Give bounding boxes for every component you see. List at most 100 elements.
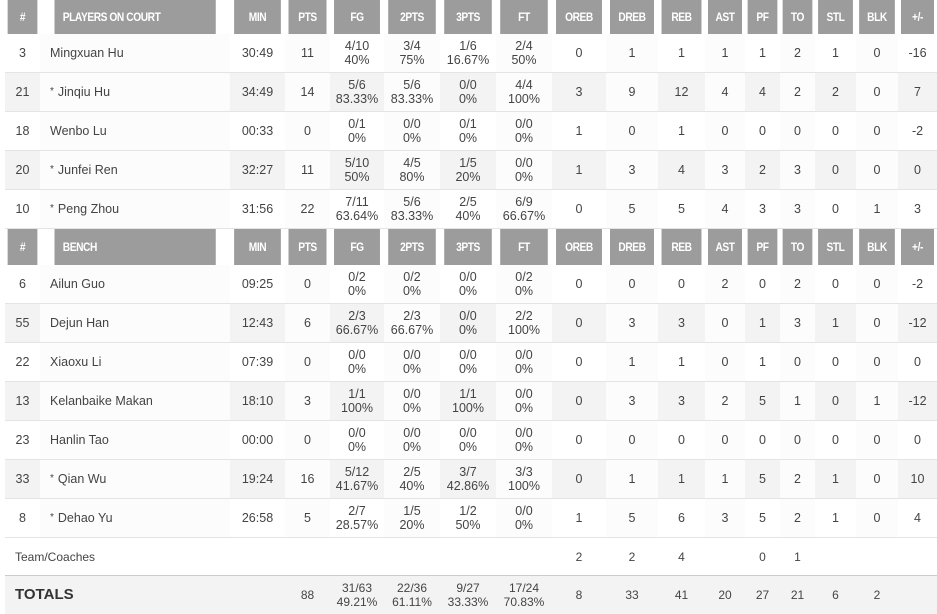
stat-made-attempted: 1/5 (440, 156, 496, 170)
column-header[interactable]: REB (662, 0, 702, 34)
stat-pm: -12 (898, 304, 937, 343)
player-name-text[interactable]: Ailun Guo (50, 277, 105, 291)
column-header[interactable]: TO (783, 229, 813, 266)
stat-oreb: 0 (552, 460, 606, 499)
stat-percentage: 20% (440, 170, 496, 184)
stat-stl: 0 (815, 382, 856, 421)
stat-percentage: 100% (496, 92, 552, 106)
player-name[interactable]: Kelanbaike Makan (40, 382, 230, 421)
player-name-text[interactable]: Wenbo Lu (50, 124, 107, 138)
stat-pts: 11 (285, 151, 330, 190)
column-header[interactable]: AST (708, 0, 742, 34)
column-header[interactable]: 3PTS (444, 0, 492, 34)
player-name[interactable]: *Junfei Ren (40, 151, 230, 190)
stat-pf: 3 (745, 190, 780, 229)
column-header[interactable]: PLAYERS ON COURT (54, 0, 216, 34)
column-header[interactable]: MIN (234, 229, 281, 266)
column-header[interactable]: PF (748, 229, 778, 266)
column-header[interactable]: OREB (556, 0, 602, 34)
stat-pts: 11 (285, 34, 330, 73)
column-header[interactable]: BLK (859, 0, 895, 34)
player-name-text[interactable]: Junfei Ren (58, 163, 118, 177)
stat-reb: 4 (658, 151, 705, 190)
column-header[interactable]: 2PTS (388, 0, 436, 34)
stat-percentage: 66.67% (330, 323, 384, 337)
column-header[interactable]: 2PTS (388, 229, 436, 266)
column-header[interactable]: PTS (288, 229, 326, 266)
stat-to: 2 (780, 499, 815, 538)
stat-made-attempted: 1/1 (330, 387, 384, 401)
column-header[interactable]: FG (334, 0, 380, 34)
player-name-text[interactable]: Dejun Han (50, 316, 109, 330)
column-header[interactable]: AST (708, 229, 742, 266)
stat-percentage: 0% (440, 92, 496, 106)
player-name[interactable]: Ailun Guo (40, 265, 230, 304)
stat-min: 26:58 (230, 499, 285, 538)
stat-min: 09:25 (230, 265, 285, 304)
column-header[interactable]: STL (818, 229, 853, 266)
column-header[interactable]: # (8, 0, 38, 34)
player-name-text[interactable]: Kelanbaike Makan (50, 394, 153, 408)
stat-reb: 3 (658, 304, 705, 343)
player-name[interactable]: Mingxuan Hu (40, 34, 230, 73)
stat-made-attempted: 6/9 (496, 195, 552, 209)
column-header[interactable]: PF (748, 0, 778, 34)
column-header[interactable]: # (8, 229, 38, 266)
stat-made-attempted: 3/3 (496, 465, 552, 479)
stat-ast: 3 (705, 151, 745, 190)
column-header[interactable]: OREB (556, 229, 602, 266)
player-name-text[interactable]: Jinqiu Hu (58, 85, 110, 99)
column-header[interactable]: +/- (901, 229, 934, 266)
stat-stl: 1 (815, 460, 856, 499)
column-header[interactable]: PTS (288, 0, 326, 34)
player-name[interactable]: Hanlin Tao (40, 421, 230, 460)
player-name[interactable]: *Qian Wu (40, 460, 230, 499)
player-name[interactable]: Wenbo Lu (40, 112, 230, 151)
player-name-text[interactable]: Hanlin Tao (50, 433, 109, 447)
column-header[interactable]: BENCH (54, 229, 216, 266)
column-header[interactable]: TO (783, 0, 813, 34)
column-header[interactable]: REB (662, 229, 702, 266)
stat-pts: 3 (285, 382, 330, 421)
player-name[interactable]: *Dehao Yu (40, 499, 230, 538)
column-header[interactable]: FT (500, 229, 548, 266)
stat-made-attempted: 1/2 (440, 504, 496, 518)
player-name[interactable]: Xiaoxu Li (40, 343, 230, 382)
column-header[interactable]: +/- (901, 0, 934, 34)
stat-stl: 2 (815, 73, 856, 112)
stat-percentage: 28.57% (330, 518, 384, 532)
column-header[interactable]: FT (500, 0, 548, 34)
column-header[interactable]: STL (818, 0, 853, 34)
player-name-text[interactable]: Mingxuan Hu (50, 46, 124, 60)
player-name[interactable]: *Jinqiu Hu (40, 73, 230, 112)
column-header[interactable]: BLK (859, 229, 895, 266)
player-name[interactable]: *Peng Zhou (40, 190, 230, 229)
player-name-text[interactable]: Xiaoxu Li (50, 355, 101, 369)
column-header[interactable]: DREB (610, 229, 654, 266)
column-header[interactable]: FG (334, 229, 380, 266)
stat-pm: 4 (898, 499, 937, 538)
player-name[interactable]: Dejun Han (40, 304, 230, 343)
player-name-text[interactable]: Dehao Yu (58, 511, 113, 525)
player-name-text[interactable]: Peng Zhou (58, 202, 119, 216)
player-name-text[interactable]: Qian Wu (58, 472, 106, 486)
stat-ast: 4 (705, 190, 745, 229)
column-header[interactable]: DREB (610, 0, 654, 34)
column-header[interactable]: MIN (234, 0, 281, 34)
column-header[interactable]: 3PTS (444, 229, 492, 266)
